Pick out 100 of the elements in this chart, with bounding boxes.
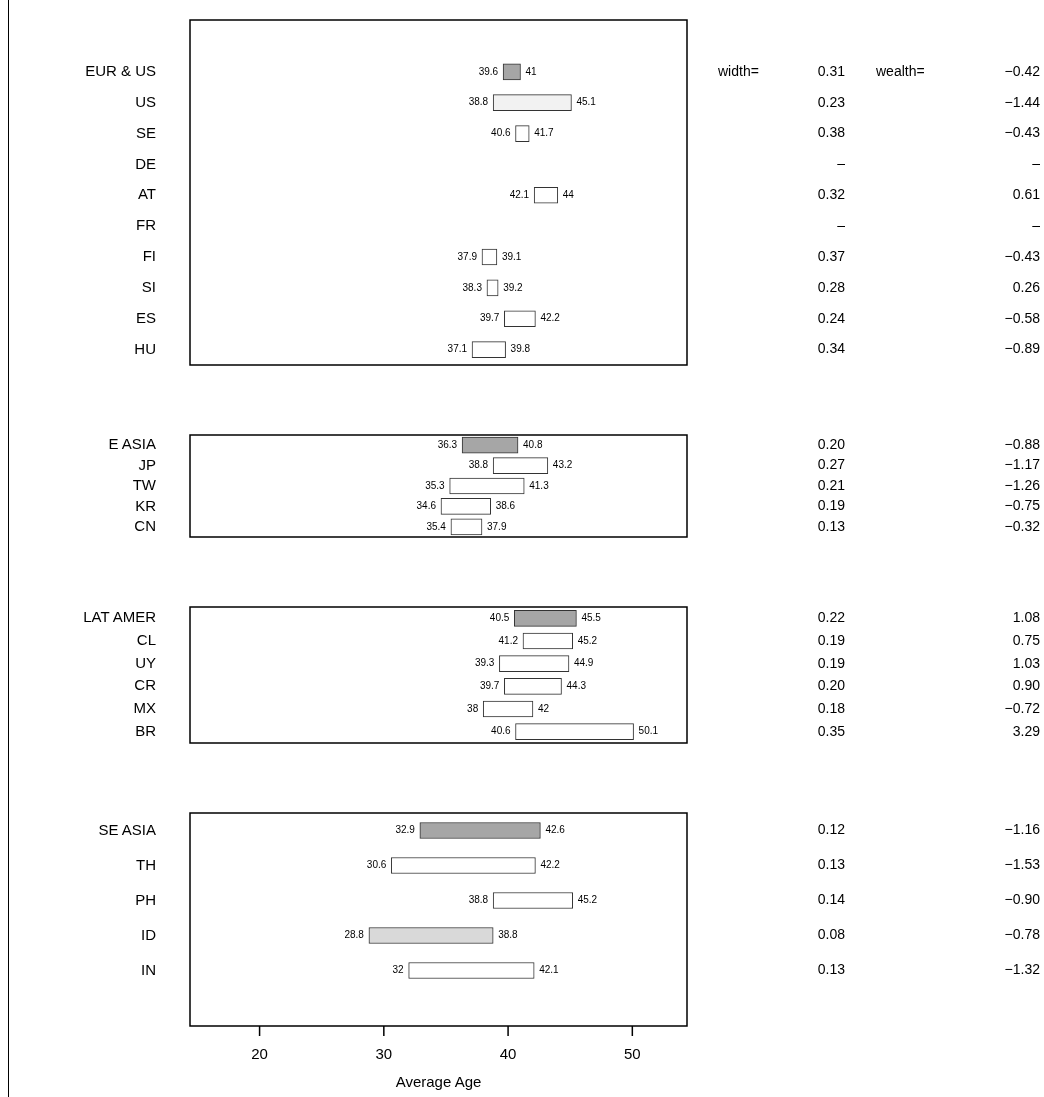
- y-tick-label: EUR & US: [85, 61, 156, 79]
- text: 0.23: [817, 93, 846, 110]
- text: 0.24: [817, 309, 846, 326]
- text: −1.53: [1004, 856, 1041, 873]
- text: −0.43: [1004, 124, 1041, 141]
- text: −1.44: [1004, 93, 1041, 110]
- text: 0.27: [817, 456, 846, 473]
- annotation: 36.3: [437, 438, 458, 450]
- text: 0.75: [1012, 631, 1041, 648]
- x-axis-title: Average Age: [395, 1073, 482, 1091]
- y-tick-label: ES: [135, 308, 156, 326]
- text: 0.20: [817, 677, 846, 694]
- annotation: 39.6: [478, 65, 499, 77]
- text: 0.38: [817, 124, 846, 141]
- data-label: 37.9: [486, 520, 507, 532]
- data-label: 39.1: [501, 250, 522, 262]
- annotation: 30.6: [366, 859, 387, 871]
- text: 1.03: [1012, 654, 1041, 671]
- data-label: 39.2: [503, 281, 524, 293]
- text: 0.37: [817, 247, 846, 264]
- text: 0.20: [817, 436, 846, 453]
- text: 0.22: [817, 609, 846, 626]
- annotation: 32: [392, 964, 405, 976]
- data-label: 45.2: [577, 894, 598, 906]
- y-tick-label: KR: [135, 496, 157, 514]
- text: −0.58: [1004, 309, 1041, 326]
- annotation: 38.8: [468, 894, 489, 906]
- text: 0.18: [817, 699, 846, 716]
- annotation: 28.8: [344, 929, 365, 941]
- text: −0.88: [1004, 436, 1041, 453]
- text: 0.61: [1012, 186, 1041, 203]
- y-tick-label: SE ASIA: [98, 820, 156, 838]
- y-tick-label: FI: [142, 247, 156, 265]
- data-label: 41.3: [529, 479, 550, 491]
- x-tick-label: 20: [251, 1045, 268, 1063]
- annotation: 39.7: [479, 312, 500, 324]
- text: 0.34: [817, 340, 846, 357]
- annotation: 34.6: [416, 500, 437, 512]
- text: 0.13: [817, 856, 846, 873]
- text: width=: [717, 62, 759, 79]
- data-label: 44.9: [573, 657, 594, 669]
- text: 0.90: [1012, 677, 1041, 694]
- text: −0.42: [1004, 62, 1041, 79]
- annotation: 32.9: [395, 824, 416, 836]
- text: −0.90: [1004, 891, 1041, 908]
- data-label: 41: [525, 65, 538, 77]
- text: −0.89: [1004, 340, 1041, 357]
- data-label: 42.2: [540, 859, 561, 871]
- data-label: 44: [562, 189, 575, 201]
- text: 0.12: [817, 821, 846, 838]
- y-tick-label: JP: [138, 455, 156, 473]
- text: 0.28: [817, 278, 846, 295]
- text: 0.19: [817, 654, 846, 671]
- annotation: 38.8: [468, 459, 489, 471]
- text: –: [837, 216, 846, 233]
- text: 1.08: [1012, 609, 1041, 626]
- text: −1.16: [1004, 821, 1041, 838]
- y-tick-label: BR: [135, 721, 157, 739]
- x-tick-label: 40: [499, 1045, 517, 1063]
- annotation: 35.3: [425, 479, 446, 491]
- x-tick-label: 30: [375, 1045, 393, 1063]
- annotation: 38.3: [462, 281, 483, 293]
- annotation: 38.8: [468, 96, 489, 108]
- text: 0.13: [817, 961, 846, 978]
- y-tick-label: PH: [135, 890, 156, 908]
- data-label: 42.2: [540, 312, 561, 324]
- data-label: 45.2: [577, 634, 598, 646]
- y-tick-label: E ASIA: [108, 435, 156, 453]
- data-label: 39.8: [510, 343, 531, 355]
- data-label: 44.3: [566, 680, 587, 692]
- y-tick-label: CL: [136, 631, 156, 649]
- text: 0.21: [817, 476, 846, 493]
- text: −0.78: [1004, 926, 1041, 943]
- data-label: 38.6: [495, 500, 516, 512]
- y-tick-label: MX: [133, 699, 156, 717]
- data-label: 42: [537, 702, 550, 714]
- annotation: 40.5: [489, 612, 510, 624]
- text: wealth=: [875, 62, 925, 79]
- y-tick-label: TW: [132, 476, 157, 494]
- text: −0.72: [1004, 699, 1041, 716]
- data-label: 40.8: [523, 438, 543, 450]
- y-tick-label: HU: [134, 339, 156, 357]
- y-tick-label: SE: [135, 123, 156, 141]
- text: –: [837, 155, 846, 172]
- y-tick-label: SI: [141, 277, 156, 295]
- text: –: [1032, 216, 1041, 233]
- annotation: 37.1: [447, 343, 468, 355]
- annotation: 38: [467, 702, 479, 714]
- y-tick-label: CN: [134, 516, 156, 534]
- text: 3.29: [1012, 722, 1041, 739]
- text: −1.17: [1004, 456, 1041, 473]
- data-label: 42.6: [545, 824, 566, 836]
- text: −0.32: [1004, 517, 1041, 534]
- annotation: 42.1: [509, 189, 530, 201]
- data-label: 45.1: [576, 96, 597, 108]
- y-tick-label: FR: [136, 216, 157, 234]
- text: 0.32: [817, 186, 846, 203]
- text: 0.19: [817, 631, 846, 648]
- y-tick-label: IN: [141, 960, 156, 978]
- text: 0.31: [817, 62, 846, 79]
